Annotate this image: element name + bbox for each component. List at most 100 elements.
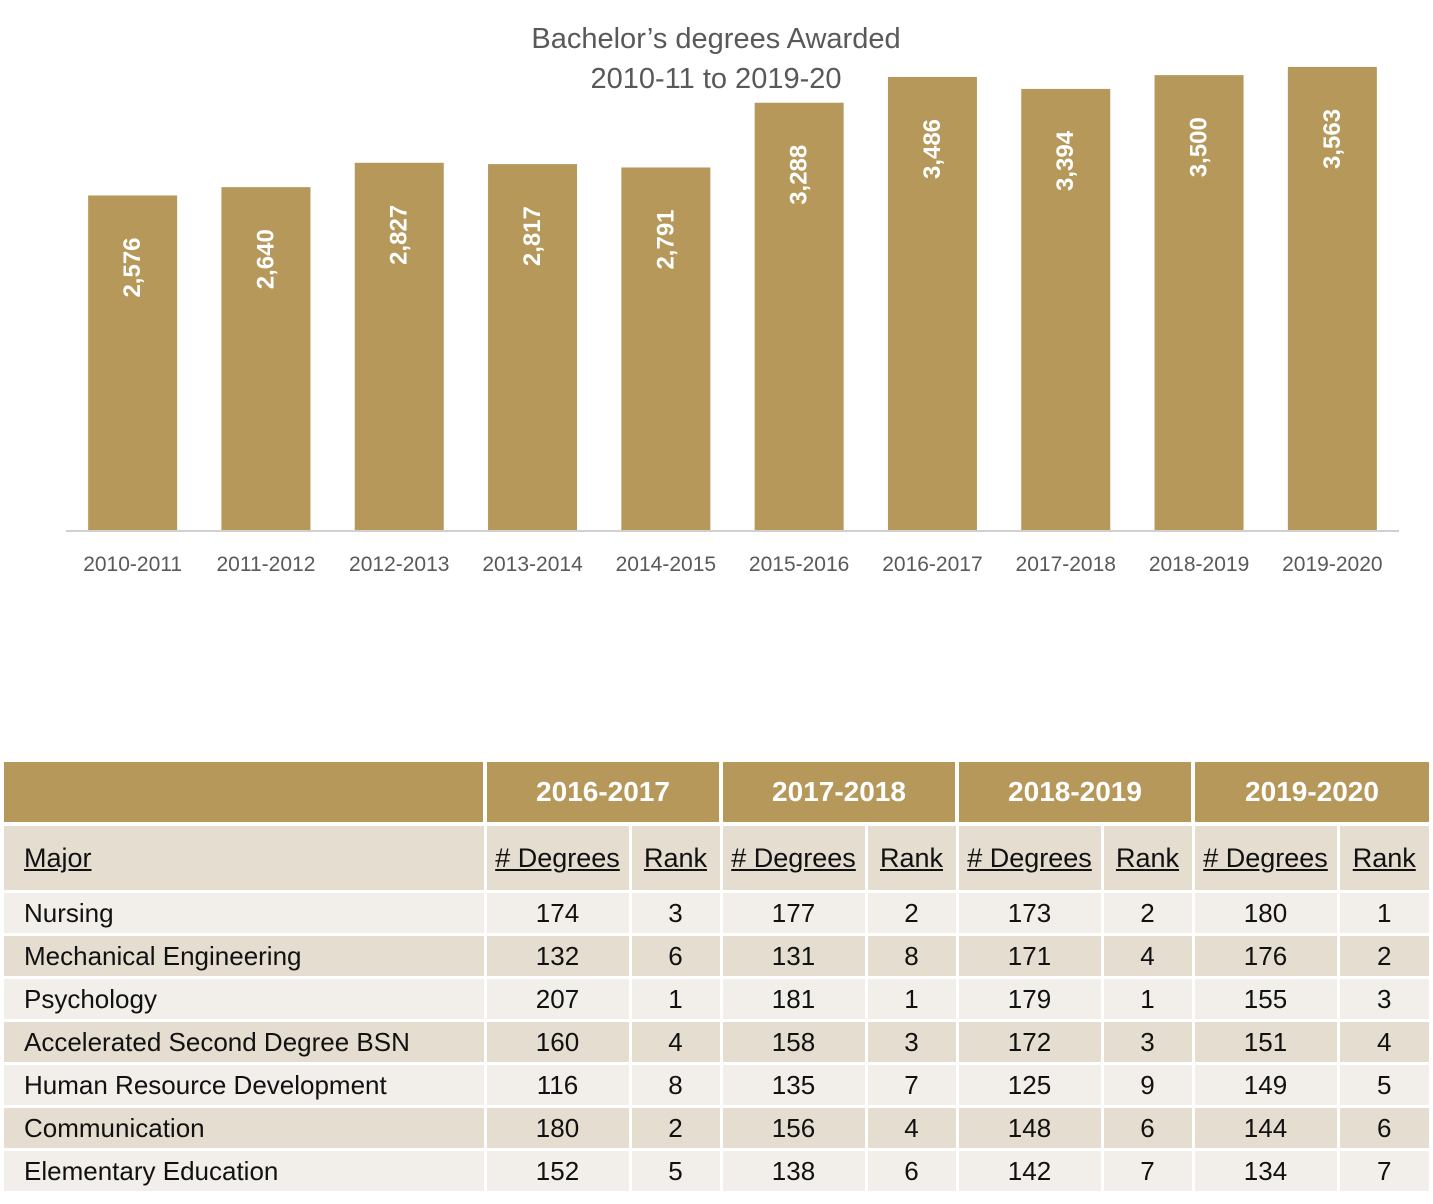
rank-cell: 6 <box>1102 1105 1195 1150</box>
rank-cell: 6 <box>630 933 723 978</box>
degrees-cell: 171 <box>957 933 1104 978</box>
bar-value-label: 2,576 <box>119 237 146 297</box>
x-tick-label: 2010-2011 <box>83 553 182 576</box>
degrees-cell: 207 <box>485 976 632 1021</box>
bar-value-label: 3,563 <box>1319 109 1346 169</box>
year-header: 2017-2018 <box>721 762 959 824</box>
degrees-cell: 131 <box>721 933 868 978</box>
bar-value-label: 3,500 <box>1186 117 1213 177</box>
degrees-cell: 176 <box>1193 933 1340 978</box>
degrees-cell: 134 <box>1193 1148 1340 1191</box>
chart-subtitle: 2010-11 to 2019-20 <box>590 63 841 95</box>
table-row: Human Resource Development 116 8 135 7 125 9 14… <box>4 1062 1429 1107</box>
degrees-cell: 177 <box>721 890 868 935</box>
rank-cell: 4 <box>866 1105 959 1150</box>
rank-cell: 3 <box>1338 976 1429 1021</box>
major-cell: Communication <box>4 1105 487 1150</box>
rank-cell: 3 <box>630 890 723 935</box>
rank-cell: 9 <box>1102 1062 1195 1107</box>
bar-2017-2018 <box>1021 88 1111 531</box>
rank-cell: 2 <box>630 1105 723 1150</box>
degrees-cell: 179 <box>957 976 1104 1021</box>
chart-svg: Bachelor’s degrees Awarded 2010-11 to 20… <box>66 23 1399 576</box>
chart-title: Bachelor’s degrees Awarded <box>531 23 900 55</box>
degrees-header-label: # Degrees <box>967 842 1092 873</box>
bar-2016-2017 <box>887 76 977 532</box>
rank-cell: 4 <box>1338 1019 1429 1064</box>
rank-cell: 1 <box>1102 976 1195 1021</box>
degrees-cell: 144 <box>1193 1105 1340 1150</box>
rank-cell: 2 <box>866 890 959 935</box>
table-row: Communication 180 2 156 4 148 6 144 6 <box>4 1105 1429 1150</box>
table-row: Psychology 207 1 181 1 179 1 155 3 <box>4 976 1429 1021</box>
bar-value-label: 3,288 <box>786 145 813 205</box>
degrees-cell: 138 <box>721 1148 868 1191</box>
bar-2011-2012 <box>221 187 311 531</box>
rank-cell: 2 <box>1338 933 1429 978</box>
rank-cell: 3 <box>1102 1019 1195 1064</box>
rank-cell: 4 <box>1102 933 1195 978</box>
table-row: Mechanical Engineering 132 6 131 8 171 4 176 2 <box>4 933 1429 978</box>
bar-2014-2015 <box>621 167 711 532</box>
x-tick-label: 2014-2015 <box>616 553 716 576</box>
table-row: Elementary Education 152 5 138 6 142 7 134 7 <box>4 1148 1429 1191</box>
degrees-cell: 156 <box>721 1105 868 1150</box>
rank-cell: 1 <box>630 976 723 1021</box>
degrees-cell: 148 <box>957 1105 1104 1150</box>
degrees-cell: 125 <box>957 1062 1104 1107</box>
rank-cell: 4 <box>630 1019 723 1064</box>
degrees-cell: 160 <box>485 1019 632 1064</box>
bar-2012-2013 <box>354 162 444 531</box>
rank-cell: 1 <box>866 976 959 1021</box>
bar-2015-2016 <box>754 102 844 531</box>
x-tick-label: 2012-2013 <box>349 553 449 576</box>
bar-value-label: 2,640 <box>252 229 279 289</box>
x-tick-label: 2015-2016 <box>749 553 849 576</box>
major-cell: Elementary Education <box>4 1148 487 1191</box>
degrees-cell: 132 <box>485 933 632 978</box>
degrees-cell: 180 <box>1193 890 1340 935</box>
rank-cell: 5 <box>630 1148 723 1191</box>
degrees-header-label: # Degrees <box>731 842 856 873</box>
rank-header: Rank <box>866 822 959 892</box>
major-header: Major <box>4 822 487 892</box>
table-row: Accelerated Second Degree BSN 160 4 158 3 172… <box>4 1019 1429 1064</box>
rank-cell: 1 <box>1338 890 1429 935</box>
degrees-cell: 135 <box>721 1062 868 1107</box>
degrees-header: # Degrees <box>485 822 632 892</box>
major-cell: Nursing <box>4 890 487 935</box>
x-tick-label: 2011-2012 <box>217 553 316 576</box>
bar-value-label: 2,817 <box>519 206 546 266</box>
bar-2013-2014 <box>488 164 578 531</box>
bar-2019-2020 <box>1287 66 1377 531</box>
x-tick-group: 2010-2011 2011-2012 2012-2013 2013-2014 2014… <box>83 553 1382 576</box>
x-tick-label: 2019-2020 <box>1282 553 1382 576</box>
column-header-row: Major # Degrees Rank # Degrees Rank # De… <box>4 822 1429 892</box>
degrees-header: # Degrees <box>721 822 868 892</box>
rank-cell: 8 <box>630 1062 723 1107</box>
degrees-header-label: # Degrees <box>1203 842 1328 873</box>
degrees-cell: 151 <box>1193 1019 1340 1064</box>
degrees-header-label: # Degrees <box>495 842 620 873</box>
degrees-cell: 149 <box>1193 1062 1340 1107</box>
rank-header: Rank <box>630 822 723 892</box>
degrees-header: # Degrees <box>1193 822 1340 892</box>
major-header-label: Major <box>24 842 92 873</box>
rank-cell: 7 <box>1338 1148 1429 1191</box>
rank-cell: 5 <box>1338 1062 1429 1107</box>
rank-header-label: Rank <box>879 842 944 873</box>
rank-cell: 3 <box>866 1019 959 1064</box>
rank-cell: 2 <box>1102 890 1195 935</box>
year-header: 2016-2017 <box>485 762 723 824</box>
rank-header-label: Rank <box>643 842 708 873</box>
degrees-cell: 158 <box>721 1019 868 1064</box>
rank-cell: 8 <box>866 933 959 978</box>
bar-value-label: 3,486 <box>919 119 946 179</box>
rank-header-label: Rank <box>1115 842 1180 873</box>
bar-value-label: 2,827 <box>386 205 413 265</box>
bar-2010-2011 <box>88 195 178 531</box>
table-row: Nursing 174 3 177 2 173 2 180 1 <box>4 890 1429 935</box>
degrees-header: # Degrees <box>957 822 1104 892</box>
bar-value-label: 2,791 <box>652 209 679 269</box>
degrees-cell: 152 <box>485 1148 632 1191</box>
